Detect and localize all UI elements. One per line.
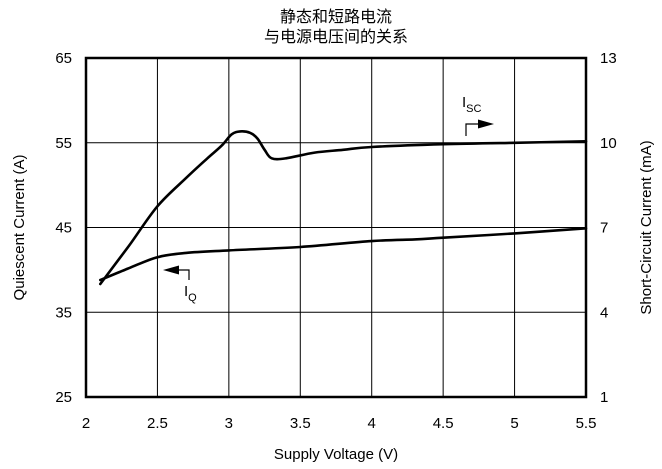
y2-tick-label: 1 — [600, 389, 608, 406]
series-line-i-sc — [99, 130, 588, 286]
series-layer — [99, 130, 588, 286]
x-tick-label: 3.5 — [290, 415, 311, 432]
grid — [86, 58, 586, 397]
y2-tick-label: 4 — [600, 304, 608, 321]
series-arrowhead-i-q — [163, 265, 179, 275]
series-label-i-sc: ISC — [462, 94, 482, 115]
y-tick-label: 45 — [55, 220, 72, 237]
y-tick-label: 65 — [55, 50, 72, 67]
x-tick-label: 2 — [82, 415, 90, 432]
chart-title: 静态和短路电流 — [280, 7, 392, 26]
series-arrowhead-i-sc — [478, 119, 494, 129]
series-line-i-q — [99, 227, 588, 282]
y-tick-label: 55 — [55, 135, 72, 152]
series-arrow-line-i-q — [179, 269, 190, 280]
y-tick-label: 35 — [55, 304, 72, 321]
x-tick-label: 3 — [225, 415, 233, 432]
y2-tick-label: 10 — [600, 135, 617, 152]
ticks-layer: 2 2.5 3 3.5 4 4.5 5 5.5 25 35 45 55 65 1 4 7 10 13 — [55, 50, 616, 432]
x-tick-label: 5.5 — [576, 415, 597, 432]
x-tick-label: 2.5 — [147, 415, 168, 432]
x-tick-label: 5 — [510, 415, 518, 432]
x-axis-label: Supply Voltage (V) — [274, 446, 398, 463]
y2-tick-label: 7 — [600, 220, 608, 237]
y2-tick-label: 13 — [600, 50, 617, 67]
y2-axis-label: Short-Circuit Current (mA) — [638, 140, 655, 314]
plot-frame — [84, 56, 588, 399]
series-arrow-line-i-sc — [465, 123, 478, 136]
x-tick-label: 4 — [368, 415, 376, 432]
annotation-layer: ISC IQ — [163, 94, 494, 304]
y-axis-label: Quiescent Current (A) — [11, 155, 28, 301]
series-label-i-q: IQ — [184, 283, 197, 304]
x-tick-label: 4.5 — [433, 415, 454, 432]
y-tick-label: 25 — [55, 389, 72, 406]
chart-subtitle: 与电源电压间的关系 — [264, 27, 408, 46]
